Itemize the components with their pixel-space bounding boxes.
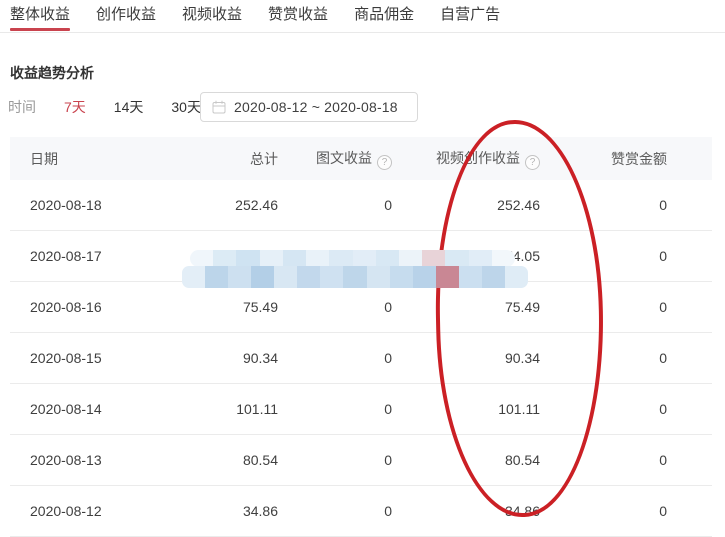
cell-article-income: 0 xyxy=(278,332,392,384)
date-range-value: 2020-08-12 ~ 2020-08-18 xyxy=(234,99,398,115)
cell-video-income: 101.11 xyxy=(392,383,540,435)
tab[interactable]: 视频收益 xyxy=(182,0,242,32)
table-row: 2020-08-12 34.86 0 34.86 0 xyxy=(10,485,712,537)
table-header-cell: 日期 xyxy=(10,137,200,180)
section-title: 收益趋势分析 xyxy=(10,65,94,81)
table-header-cell: 赞赏金额 xyxy=(540,137,712,180)
cell-date: 2020-08-18 xyxy=(10,180,200,231)
table-header-label: 视频创作收益 xyxy=(436,149,520,166)
cell-article-income: 0 xyxy=(278,383,392,435)
cell-date: 2020-08-16 xyxy=(10,281,200,333)
tab-label: 赞赏收益 xyxy=(268,6,329,23)
cell-reward-amount: 0 xyxy=(540,281,712,333)
cell-video-income: 80.54 xyxy=(392,434,540,486)
table-row: 2020-08-16 75.49 0 75.49 0 xyxy=(10,281,712,333)
cell-date: 2020-08-15 xyxy=(10,332,200,384)
table-header-label: 日期 xyxy=(30,150,58,167)
cell-total: 80.54 xyxy=(200,434,278,486)
cell-total: 252.46 xyxy=(200,180,278,231)
cell-reward-amount: 0 xyxy=(540,332,712,384)
cell-video-income: 90.34 xyxy=(392,332,540,384)
date-range-picker[interactable]: 2020-08-12 ~ 2020-08-18 xyxy=(200,92,418,122)
time-range-option[interactable]: 7天 xyxy=(64,99,86,115)
time-range-option[interactable]: 30天 xyxy=(171,99,201,115)
cell-reward-amount: 0 xyxy=(540,485,712,537)
cell-date: 2020-08-14 xyxy=(10,383,200,435)
cell-article-income: 0 xyxy=(278,485,392,537)
active-tab-underline xyxy=(10,28,71,31)
cell-total: 74.05 xyxy=(200,230,278,282)
cell-total: 90.34 xyxy=(200,332,278,384)
cell-article-income: 0 xyxy=(278,230,392,282)
cell-reward-amount: 0 xyxy=(540,180,712,231)
cell-total: 34.86 xyxy=(200,485,278,537)
tab[interactable]: 自营广告 xyxy=(440,0,500,32)
time-filter-row: 时间 7天 14天 30天 xyxy=(8,92,229,122)
tab-label: 商品佣金 xyxy=(354,6,415,23)
tab[interactable]: 商品佣金 xyxy=(354,0,414,32)
cell-article-income: 0 xyxy=(278,434,392,486)
time-range-option[interactable]: 14天 xyxy=(113,99,144,115)
cell-total: 101.11 xyxy=(200,383,278,435)
cell-video-income: 75.49 xyxy=(392,281,540,333)
calendar-icon xyxy=(212,100,226,114)
cell-date: 2020-08-12 xyxy=(10,485,200,537)
cell-date: 2020-08-13 xyxy=(10,434,200,486)
time-filter-options: 7天 14天 30天 xyxy=(64,97,229,117)
earnings-tabs-bar: 整体收益 创作收益 视频收益 赞赏收益 商品佣金 自营广告 xyxy=(0,0,725,33)
cell-article-income: 0 xyxy=(278,281,392,333)
table-row: 2020-08-17 74.05 0 74.05 0 xyxy=(10,230,712,282)
table-header-label: 图文收益 xyxy=(316,149,372,166)
cell-article-income: 0 xyxy=(278,180,392,231)
help-question-icon[interactable]: ? xyxy=(377,154,392,170)
cell-total: 75.49 xyxy=(200,281,278,333)
cell-video-income: 252.46 xyxy=(392,180,540,231)
cell-video-income: 74.05 xyxy=(392,230,540,282)
time-filter-label: 时间 xyxy=(8,99,36,115)
table-body: 2020-08-18 252.46 0 252.46 0 2020-08-17 … xyxy=(10,180,712,537)
tab-label: 创作收益 xyxy=(96,6,157,23)
tab[interactable]: 创作收益 xyxy=(96,0,156,32)
table-header-cell: 图文收益? xyxy=(278,137,392,180)
cell-video-income: 34.86 xyxy=(392,485,540,537)
tab-label: 整体收益 xyxy=(10,6,71,23)
tab-active[interactable]: 整体收益 xyxy=(10,0,71,32)
table-row: 2020-08-15 90.34 0 90.34 0 xyxy=(10,332,712,384)
cell-reward-amount: 0 xyxy=(540,434,712,486)
tab-label: 视频收益 xyxy=(182,6,243,23)
help-question-icon[interactable]: ? xyxy=(525,154,540,170)
cell-reward-amount: 0 xyxy=(540,383,712,435)
cell-date: 2020-08-17 xyxy=(10,230,200,282)
table-header-cell: 视频创作收益? xyxy=(392,137,540,180)
table-header-label: 赞赏金额 xyxy=(611,150,667,167)
tab[interactable]: 赞赏收益 xyxy=(268,0,328,32)
table-row: 2020-08-18 252.46 0 252.46 0 xyxy=(10,180,712,231)
cell-reward-amount: 0 xyxy=(540,230,712,282)
table-header-row: 日期 总计 图文收益? 视频创作收益? 赞赏金额 xyxy=(10,137,712,180)
table-row: 2020-08-14 101.11 0 101.11 0 xyxy=(10,383,712,435)
table-header-label: 总计 xyxy=(250,150,278,167)
earnings-trend-table: 日期 总计 图文收益? 视频创作收益? 赞赏金额 2020-08-18 252.… xyxy=(10,137,712,537)
table-header-cell: 总计 xyxy=(200,137,278,180)
table-row: 2020-08-13 80.54 0 80.54 0 xyxy=(10,434,712,486)
tab-label: 自营广告 xyxy=(440,6,501,23)
